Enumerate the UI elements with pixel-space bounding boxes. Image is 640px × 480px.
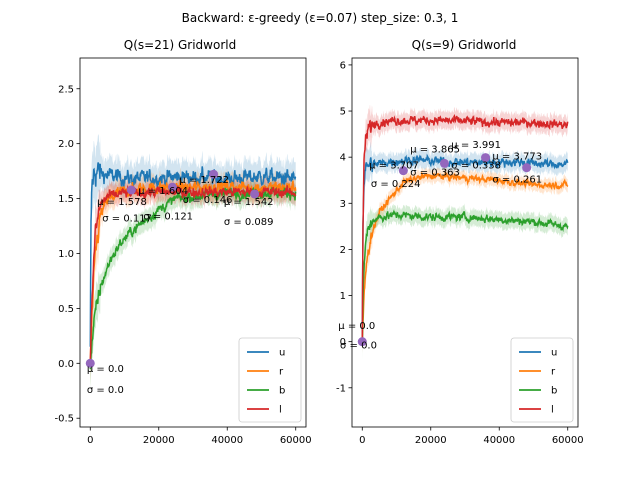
y-tick-label: 0.0 <box>58 359 74 370</box>
series-line-r <box>361 171 569 342</box>
y-tick-label: -0.5 <box>54 414 74 425</box>
legend-label-u: u <box>551 348 557 359</box>
series-line-r <box>89 178 297 365</box>
mean-marker-0 <box>85 358 95 368</box>
subplot-left: Q(s=21) Gridworld 0 20000 40000 60000 -0.5 0.… <box>54 38 311 446</box>
stat-annotation: σ = 0.224 <box>371 179 421 190</box>
mean-marker-2 <box>439 158 449 168</box>
axes-frame <box>351 57 579 428</box>
subplot-left-title: Q(s=21) Gridworld <box>124 38 236 52</box>
stat-annotation: σ = 0.146 <box>183 195 233 206</box>
legend-label-b: b <box>551 386 557 397</box>
subplot-right: Q(s=9) Gridworld 0 20000 40000 60000 -1 0 1 2 3 4… <box>336 38 584 446</box>
stat-annotation: μ = 3.865 <box>410 145 460 156</box>
series-band-u <box>90 134 296 376</box>
legend-label-r: r <box>279 367 284 378</box>
stat-annotation: σ = 0.117 <box>102 214 152 225</box>
x-tick-label: 20000 <box>415 435 447 446</box>
legend-box <box>510 337 574 423</box>
x-tick-label: 60000 <box>552 435 584 446</box>
x-tick-label: 20000 <box>143 435 175 446</box>
plot-area <box>361 105 569 360</box>
y-tick-label: 2.5 <box>58 84 74 95</box>
legend-label-b: b <box>279 386 285 397</box>
stat-annotation: μ = 0.0 <box>87 364 124 375</box>
stat-annotation: σ = 0.089 <box>224 217 274 228</box>
mean-marker-3 <box>209 169 219 179</box>
y-tick-label: 1.5 <box>58 194 74 205</box>
mean-marker-1 <box>398 166 408 176</box>
y-tick-label: 3 <box>340 199 346 210</box>
legend-label-r: r <box>551 367 556 378</box>
stat-annotation: μ = 1.604 <box>138 186 188 197</box>
mean-marker-3 <box>481 153 491 163</box>
series-band-l <box>362 105 568 356</box>
legend-label-l: l <box>551 405 554 416</box>
series-line-b <box>361 208 569 346</box>
series-line-l <box>361 113 569 340</box>
mean-marker-1 <box>126 185 136 195</box>
subplot-right-plot: 0 20000 40000 60000 -1 0 1 2 3 4 5 6 μ = 0.0 σ = 0.0 μ… <box>336 57 584 446</box>
mean-marker-0 <box>357 337 367 347</box>
y-tick-label: 0.5 <box>58 304 74 315</box>
x-tick-label: 60000 <box>280 435 312 446</box>
axes-frame <box>79 57 307 428</box>
stat-annotation: σ = 0.0 <box>87 385 124 396</box>
series-line-u <box>361 153 569 339</box>
stat-annotation: σ = 0.363 <box>410 168 460 179</box>
stat-annotation: σ = 0.0 <box>340 341 377 352</box>
plot-area <box>89 134 297 389</box>
subplot-left-plot: 0 20000 40000 60000 -0.5 0.0 0.5 1.0 1.5 2.0 2.5 μ … <box>54 57 312 446</box>
stat-annotation: μ = 0.0 <box>338 321 375 332</box>
y-tick-label: 6 <box>340 60 346 71</box>
figure-suptitle: Backward: ε-greedy (ε=0.07) step_size: 0… <box>182 11 459 25</box>
y-tick-label: -1 <box>336 383 346 394</box>
stat-annotation: μ = 1.578 <box>97 197 147 208</box>
series-line-u <box>89 162 297 347</box>
stat-annotation: μ = 1.722 <box>179 175 229 186</box>
legend-label-l: l <box>279 405 282 416</box>
stat-annotation: σ = 0.338 <box>451 161 501 172</box>
y-tick-label: 5 <box>340 107 346 118</box>
y-tick-label: 2 <box>340 245 346 256</box>
x-tick-label: 40000 <box>211 435 243 446</box>
y-tick-label: 4 <box>340 153 346 164</box>
stat-annotation: μ = 1.542 <box>224 197 274 208</box>
mean-marker-2 <box>167 182 177 192</box>
mean-marker-4 <box>522 163 532 173</box>
series-line-l <box>89 184 297 361</box>
stat-annotation: σ = 0.261 <box>492 175 542 186</box>
legend-label-u: u <box>279 348 285 359</box>
stat-annotation: μ = 3.773 <box>492 151 542 162</box>
series-line-b <box>89 186 297 370</box>
mean-marker-4 <box>250 189 260 199</box>
subplot-right-title: Q(s=9) Gridworld <box>412 38 517 52</box>
stat-annotation: μ = 3.707 <box>369 161 419 172</box>
x-tick-label: 0 <box>359 435 365 446</box>
x-tick-label: 40000 <box>483 435 515 446</box>
x-tick-label: 0 <box>87 435 93 446</box>
series-band-b <box>90 177 296 389</box>
legend-box <box>238 337 302 423</box>
series-band-r <box>362 165 568 354</box>
y-tick-label: 0 <box>340 337 346 348</box>
stat-annotation: σ = 0.121 <box>143 211 193 222</box>
y-tick-label: 1.0 <box>58 249 74 260</box>
y-tick-label: 2.0 <box>58 139 74 150</box>
stat-annotation: μ = 3.991 <box>451 140 501 151</box>
y-tick-label: 1 <box>340 291 346 302</box>
